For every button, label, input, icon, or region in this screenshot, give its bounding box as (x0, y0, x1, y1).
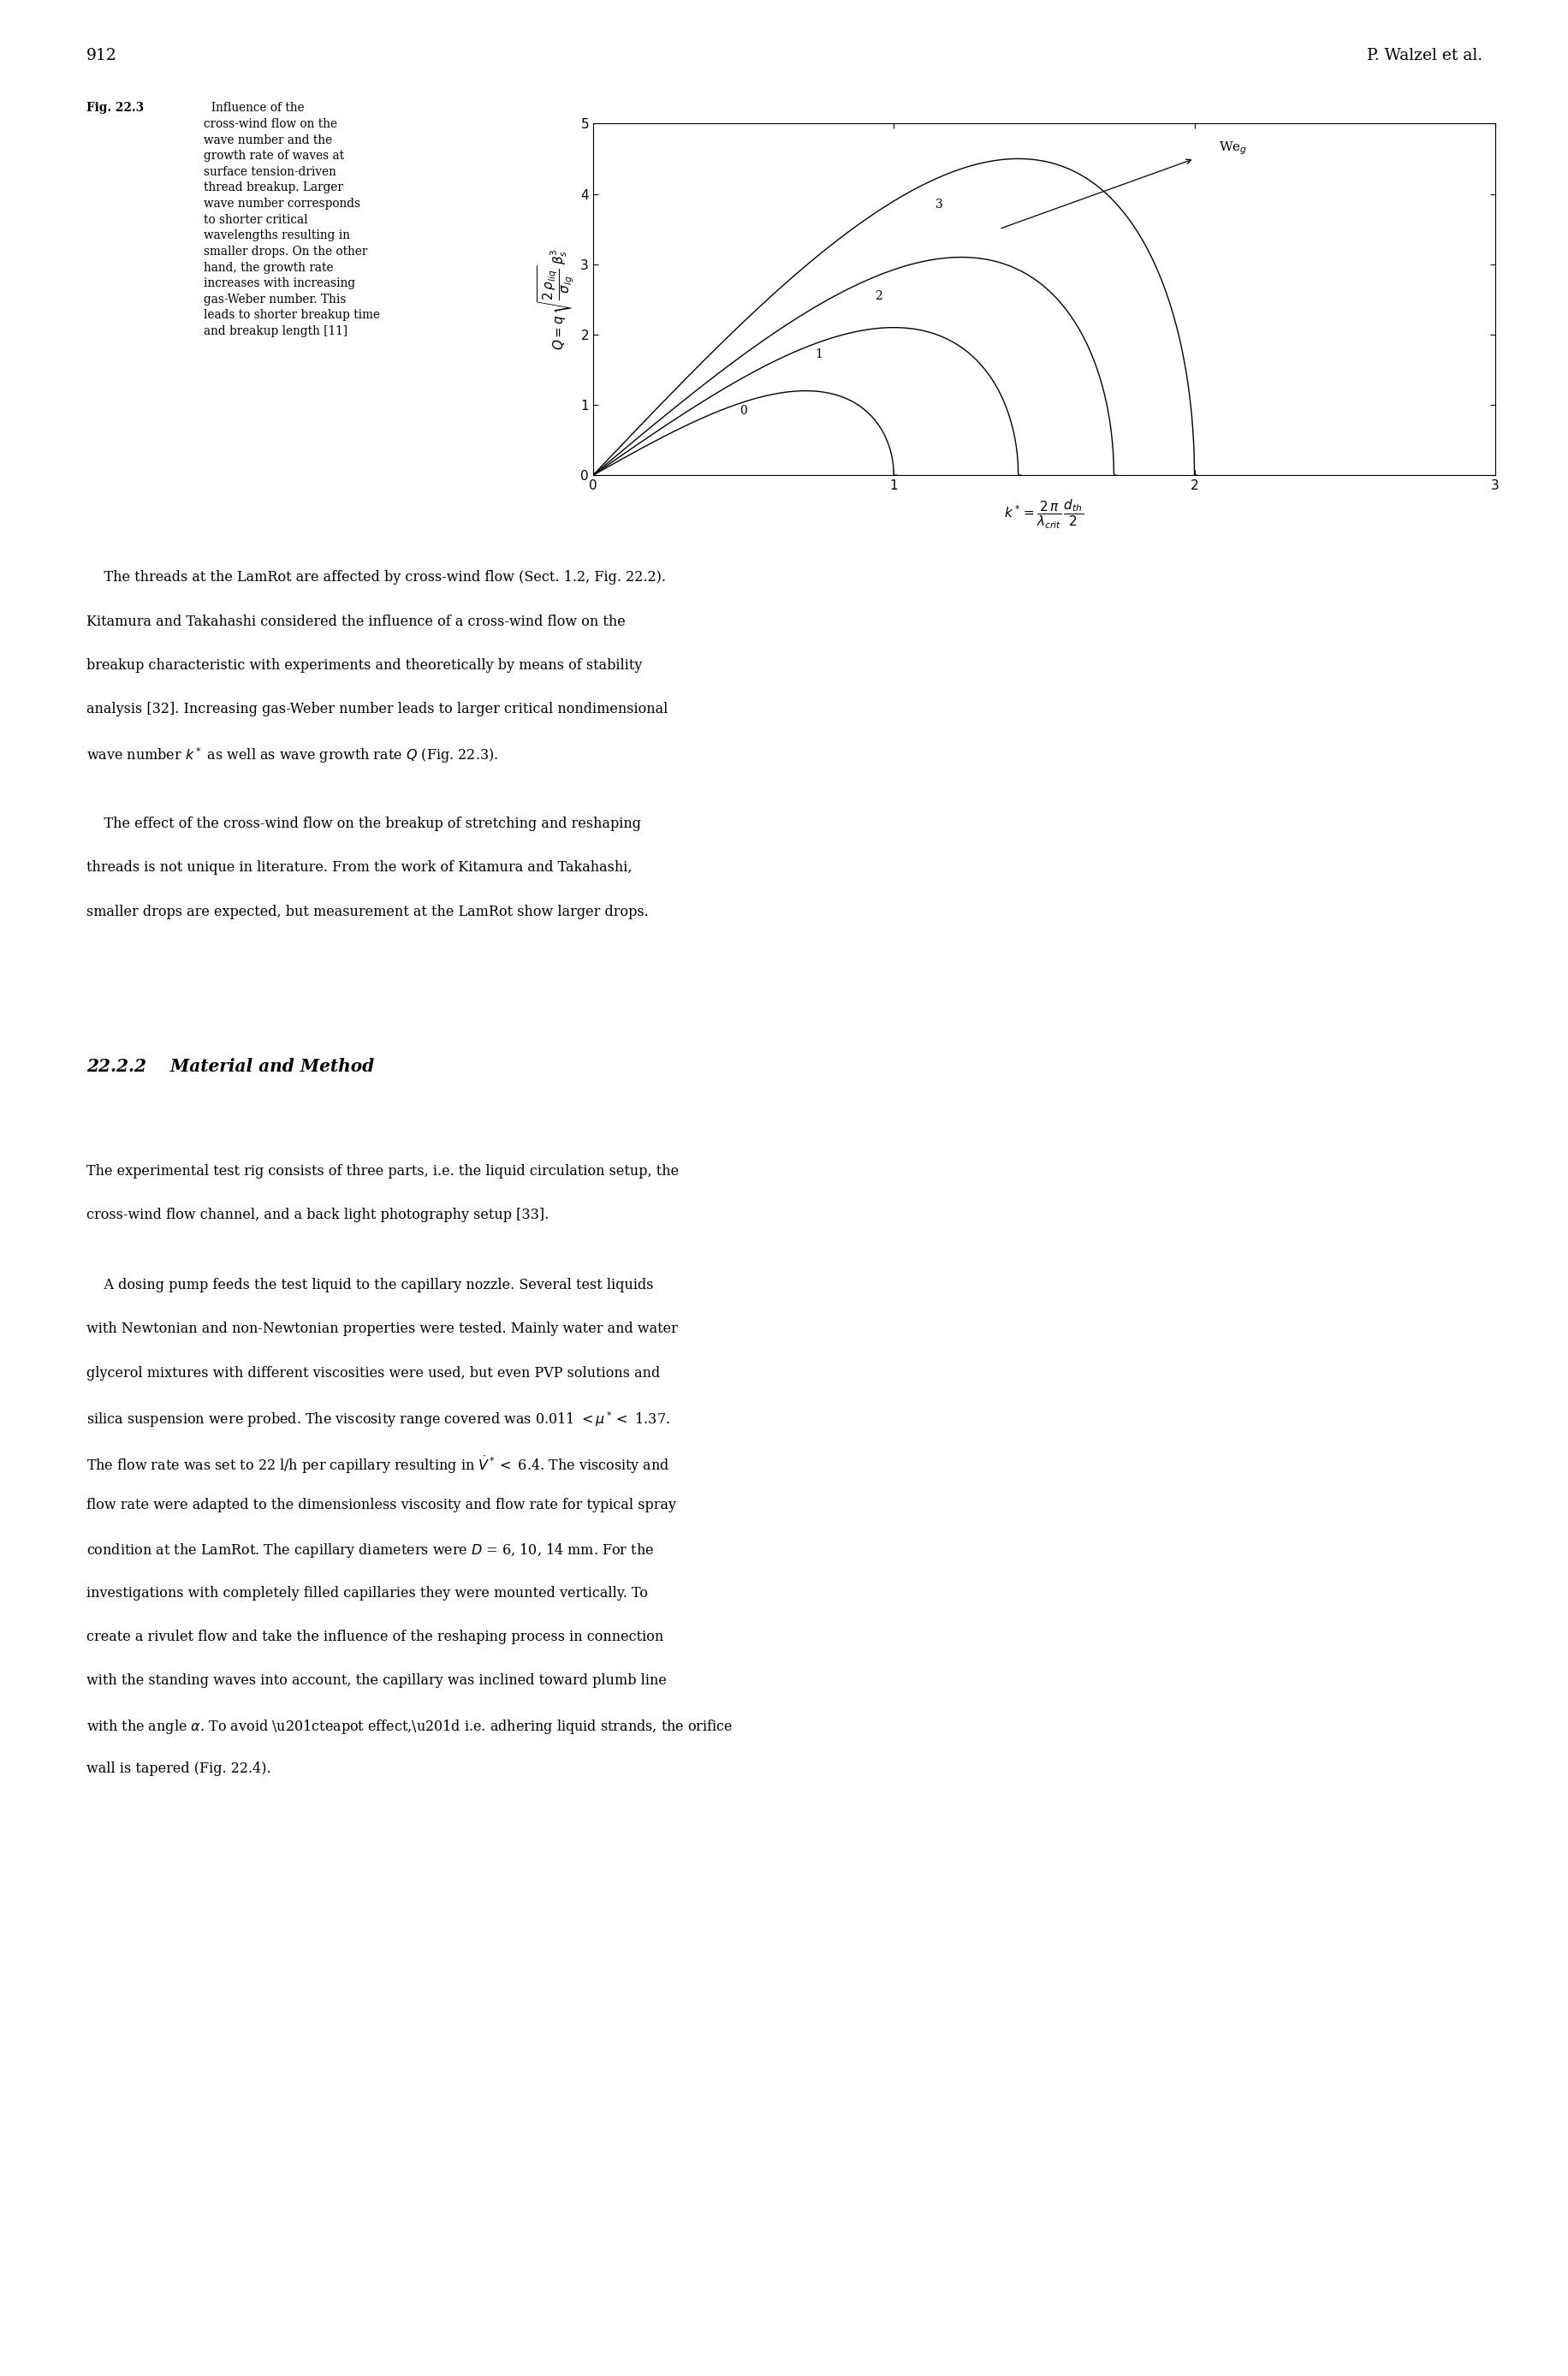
Text: P. Walzel et al.: P. Walzel et al. (1366, 48, 1482, 62)
Text: 1: 1 (814, 349, 822, 361)
Y-axis label: $Q = q\,\sqrt{\dfrac{2\,\rho_{liq}}{\sigma_{lg}}}\,\beta_s^3$: $Q = q\,\sqrt{\dfrac{2\,\rho_{liq}}{\sig… (536, 249, 575, 349)
Text: We$_g$: We$_g$ (1218, 140, 1247, 157)
Text: Fig. 22.3: Fig. 22.3 (86, 102, 144, 114)
Text: Kitamura and Takahashi considered the influence of a cross-wind flow on the: Kitamura and Takahashi considered the in… (86, 615, 626, 630)
Text: The flow rate was set to 22 l/h per capillary resulting in $\dot{V}^* <$ 6.4. Th: The flow rate was set to 22 l/h per capi… (86, 1454, 670, 1475)
Text: flow rate were adapted to the dimensionless viscosity and flow rate for typical : flow rate were adapted to the dimensionl… (86, 1497, 676, 1511)
Text: with the angle $\alpha$. To avoid \u201cteapot effect,\u201d i.e. adhering liqui: with the angle $\alpha$. To avoid \u201c… (86, 1718, 732, 1734)
Text: investigations with completely filled capillaries they were mounted vertically. : investigations with completely filled ca… (86, 1585, 648, 1599)
Text: breakup characteristic with experiments and theoretically by means of stability: breakup characteristic with experiments … (86, 658, 641, 672)
Text: condition at the LamRot. The capillary diameters were $D$ = 6, 10, 14 mm. For th: condition at the LamRot. The capillary d… (86, 1542, 654, 1559)
X-axis label: $k^* = \dfrac{2\,\pi}{\lambda_{crit}}\,\dfrac{d_{th}}{2}$: $k^* = \dfrac{2\,\pi}{\lambda_{crit}}\,\… (1004, 499, 1083, 530)
Text: The experimental test rig consists of three parts, i.e. the liquid circulation s: The experimental test rig consists of th… (86, 1164, 679, 1178)
Text: with the standing waves into account, the capillary was inclined toward plumb li: with the standing waves into account, th… (86, 1673, 666, 1687)
Text: wall is tapered (Fig. 22.4).: wall is tapered (Fig. 22.4). (86, 1761, 271, 1775)
Text: glycerol mixtures with different viscosities were used, but even PVP solutions a: glycerol mixtures with different viscosi… (86, 1366, 660, 1380)
Text: smaller drops are expected, but measurement at the LamRot show larger drops.: smaller drops are expected, but measurem… (86, 905, 648, 920)
Text: analysis [32]. Increasing gas-Weber number leads to larger critical nondimension: analysis [32]. Increasing gas-Weber numb… (86, 703, 668, 718)
Text: The threads at the LamRot are affected by cross-wind flow (Sect. 1.2, Fig. 22.2): The threads at the LamRot are affected b… (86, 570, 665, 584)
Text: A dosing pump feeds the test liquid to the capillary nozzle. Several test liquid: A dosing pump feeds the test liquid to t… (86, 1278, 652, 1293)
Text: threads is not unique in literature. From the work of Kitamura and Takahashi,: threads is not unique in literature. Fro… (86, 860, 632, 874)
Text: 3: 3 (935, 200, 942, 211)
Text: silica suspension were probed. The viscosity range covered was 0.011 $< \mu^* <$: silica suspension were probed. The visco… (86, 1409, 670, 1430)
Text: 22.2.2    Material and Method: 22.2.2 Material and Method (86, 1057, 373, 1076)
Text: cross-wind flow channel, and a back light photography setup [33].: cross-wind flow channel, and a back ligh… (86, 1207, 549, 1221)
Text: The effect of the cross-wind flow on the breakup of stretching and reshaping: The effect of the cross-wind flow on the… (86, 817, 641, 832)
Text: 912: 912 (86, 48, 118, 62)
Text: 0: 0 (739, 404, 746, 416)
Text: with Newtonian and non-Newtonian properties were tested. Mainly water and water: with Newtonian and non-Newtonian propert… (86, 1321, 677, 1335)
Text: 2: 2 (875, 290, 881, 302)
Text: wave number $k^*$ as well as wave growth rate $Q$ (Fig. 22.3).: wave number $k^*$ as well as wave growth… (86, 746, 499, 765)
Text: create a rivulet flow and take the influence of the reshaping process in connect: create a rivulet flow and take the influ… (86, 1630, 663, 1644)
Text: Influence of the
cross-wind flow on the
wave number and the
growth rate of waves: Influence of the cross-wind flow on the … (204, 102, 379, 337)
